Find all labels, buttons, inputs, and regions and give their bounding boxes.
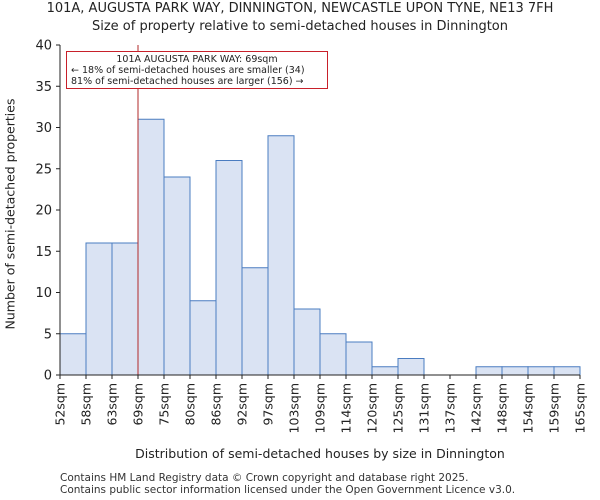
y-tick-label: 30: [35, 121, 52, 136]
x-tick-label: 75sqm: [157, 383, 172, 426]
x-tick-label: 52sqm: [53, 383, 68, 426]
property-annotation-box: 101A AUGUSTA PARK WAY: 69sqm ← 18% of se…: [66, 51, 328, 89]
footer-licence: Contains public sector information licen…: [60, 484, 516, 496]
x-tick-label: 137sqm: [443, 383, 458, 433]
x-tick-label: 114sqm: [339, 383, 354, 433]
x-tick-label: 80sqm: [183, 383, 198, 426]
histogram-bar: [293, 308, 321, 376]
y-axis-label: Number of semi-detached properties: [2, 98, 18, 330]
histogram-bar: [501, 366, 529, 376]
annotation-line-2: ← 18% of semi-detached houses are smalle…: [71, 65, 305, 76]
annotation-line-1: 101A AUGUSTA PARK WAY: 69sqm: [116, 54, 278, 65]
histogram-bar: [215, 160, 243, 376]
x-tick-label: 148sqm: [495, 383, 510, 433]
y-tick-label: 25: [35, 162, 52, 177]
chart-title-address: 101A, AUGUSTA PARK WAY, DINNINGTON, NEWC…: [46, 1, 554, 16]
x-tick-label: 69sqm: [131, 383, 146, 426]
x-tick-label: 165sqm: [573, 383, 588, 433]
histogram-bar: [241, 267, 269, 376]
y-tick-label: 5: [44, 327, 52, 342]
histogram-bar: [189, 300, 217, 376]
x-tick-label: 125sqm: [391, 383, 406, 433]
histogram-bar: [397, 358, 425, 376]
histogram-bar: [527, 366, 555, 376]
annotation-line-3: 81% of semi-detached houses are larger (…: [71, 76, 304, 87]
footer-copyright: Contains HM Land Registry data © Crown c…: [60, 472, 469, 484]
x-tick-label: 86sqm: [209, 383, 224, 426]
y-tick-label: 40: [35, 39, 52, 54]
histogram-bar: [553, 366, 581, 376]
histogram-bar: [85, 242, 113, 376]
x-tick-label: 97sqm: [261, 383, 276, 426]
x-tick-label: 159sqm: [547, 383, 562, 433]
x-tick-label: 120sqm: [365, 383, 380, 433]
y-tick-label: 15: [35, 245, 52, 260]
x-tick-label: 58sqm: [79, 383, 94, 426]
histogram-bar: [111, 242, 139, 376]
chart-subtitle: Size of property relative to semi-detach…: [91, 19, 509, 34]
histogram-bar: [163, 176, 191, 376]
histogram-bar: [371, 366, 399, 376]
x-tick-label: 63sqm: [105, 383, 120, 426]
y-tick-label: 35: [35, 80, 52, 95]
x-tick-label: 109sqm: [313, 383, 328, 433]
x-tick-label: 131sqm: [417, 383, 432, 433]
x-tick-label: 154sqm: [521, 383, 536, 433]
y-tick-label: 0: [44, 369, 52, 384]
histogram-bar: [267, 135, 295, 376]
y-tick-label: 20: [35, 204, 52, 219]
histogram-bar: [319, 333, 347, 376]
y-tick-label: 10: [35, 286, 52, 301]
histogram-bar: [475, 366, 503, 376]
histogram-bar: [137, 118, 165, 376]
histogram-bar: [345, 341, 373, 376]
histogram-bar: [59, 333, 87, 376]
x-tick-label: 92sqm: [235, 383, 250, 426]
x-tick-label: 103sqm: [287, 383, 302, 433]
x-axis-label: Distribution of semi-detached houses by …: [135, 446, 505, 461]
x-tick-label: 142sqm: [469, 383, 484, 433]
